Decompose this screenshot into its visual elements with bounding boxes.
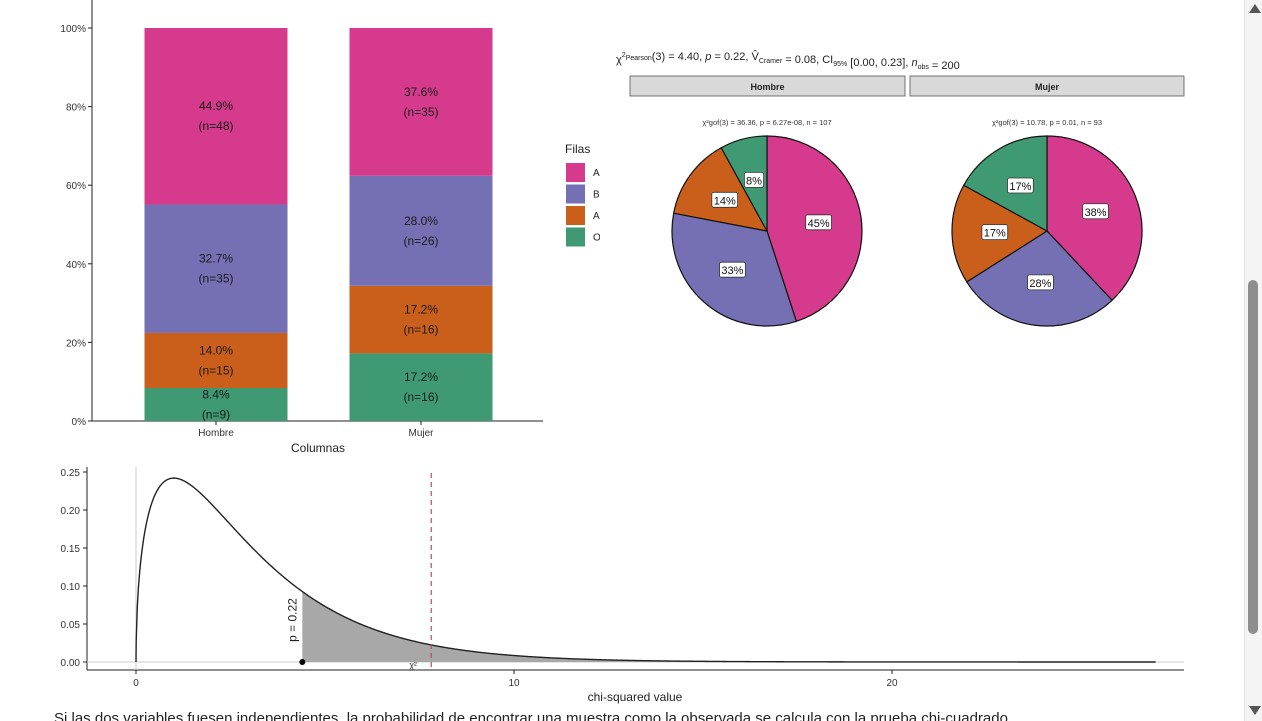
- scrollbar-thumb[interactable]: [1248, 280, 1258, 634]
- legend-title: Filas: [565, 142, 590, 156]
- critical-value-label: χ²: [409, 660, 417, 670]
- facet-label: Hombre: [750, 82, 784, 92]
- bar-segment: [349, 285, 493, 354]
- bar-segment: [349, 353, 493, 421]
- vertical-scrollbar[interactable]: [1244, 0, 1262, 721]
- data-count-label: (n=35): [198, 272, 233, 286]
- bar-segment: [144, 204, 288, 333]
- y-tick-label: 0.10: [61, 582, 81, 593]
- slice-label: 28%: [1029, 278, 1051, 290]
- data-label: 14.0%: [199, 343, 233, 357]
- slice-label-box: [711, 191, 739, 208]
- y-tick-label: 0.00: [61, 658, 81, 669]
- y-tick-label: 40%: [66, 260, 86, 271]
- x-tick-label: 10: [508, 678, 520, 689]
- data-label: 32.7%: [199, 252, 233, 266]
- y-tick-label: 60%: [66, 181, 86, 192]
- p-value-label: p = 0.22: [285, 598, 299, 642]
- legend-label: B: [593, 190, 600, 201]
- pie-charts: χ2Pearson(3) = 4.40, p = 0.22, V̂Cramer …: [616, 49, 1185, 327]
- x-tick-label: 20: [886, 678, 898, 689]
- data-count-label: (n=15): [198, 363, 233, 377]
- y-tick-label: 0.05: [61, 620, 81, 631]
- slice-label: 14%: [714, 195, 736, 207]
- density-curve: [135, 477, 1156, 663]
- pie-subtitle: χ²gof(3) = 10.78, p = 0.01, n = 93: [992, 118, 1102, 127]
- data-count-label: (n=16): [403, 323, 438, 337]
- legend-label: O: [593, 233, 600, 244]
- slice-label: 17%: [1009, 181, 1031, 193]
- y-tick-label: 0%: [72, 417, 87, 428]
- pie-title: χ2Pearson(3) = 4.40, p = 0.22, V̂Cramer …: [616, 49, 960, 72]
- p-value-area: [302, 591, 1157, 662]
- slice-label-box: [981, 224, 1009, 241]
- slice-label: 45%: [808, 218, 830, 230]
- data-label: 17.2%: [404, 370, 438, 384]
- data-label: 44.9%: [199, 99, 233, 113]
- bar-segment: [349, 28, 493, 176]
- explanation-text: Si las dos variables fuesen independient…: [54, 710, 1013, 721]
- pie-slice: [672, 146, 769, 232]
- y-tick-label: 80%: [66, 103, 86, 114]
- legend-swatch: [566, 163, 585, 182]
- slice-label-box: [744, 171, 765, 188]
- data-count-label: (n=48): [198, 119, 233, 133]
- scroll-up-arrow-icon[interactable]: [1249, 4, 1261, 13]
- slice-label-box: [1027, 274, 1054, 291]
- slice-label: 38%: [1085, 207, 1107, 219]
- stacked-bar-chart: 0% 20% 40% 60% 80% 100% 8.4% (n=9) 14.0% (n=15) 32…: [60, 0, 600, 455]
- data-count-label: (n=35): [403, 105, 438, 119]
- x-axis-title: Columnas: [291, 441, 345, 455]
- legend-label: A: [593, 168, 600, 179]
- y-tick-label: 0.15: [61, 544, 81, 555]
- pie-slice: [962, 135, 1048, 233]
- slice-label: 33%: [721, 265, 743, 277]
- y-tick-label: 0.25: [61, 468, 81, 479]
- x-tick-label: Hombre: [198, 428, 234, 439]
- x-axis-title: chi-squared value: [588, 690, 683, 704]
- y-tick-label: 100%: [60, 24, 86, 35]
- bar-segment: [144, 387, 288, 421]
- x-tick-label: 0: [133, 678, 139, 689]
- observed-stat-point: [299, 659, 306, 665]
- y-tick-label: 0.20: [61, 506, 81, 517]
- slice-label-box: [1082, 203, 1109, 220]
- facet-strip: [629, 75, 906, 97]
- slice-label-box: [805, 214, 832, 231]
- bar-segment: [144, 332, 288, 388]
- scroll-down-arrow-icon[interactable]: [1249, 706, 1261, 715]
- legend-swatch: [566, 184, 585, 204]
- bar-segment: [349, 175, 493, 286]
- data-count-label: (n=26): [403, 234, 438, 248]
- data-count-label: (n=16): [403, 390, 438, 404]
- y-tick-label: 20%: [66, 338, 86, 349]
- x-tick-label: Mujer: [408, 428, 434, 439]
- facet-label: Mujer: [1035, 82, 1060, 92]
- data-label: 17.2%: [404, 303, 438, 317]
- legend-swatch: [566, 206, 585, 225]
- slice-label-box: [1007, 177, 1034, 194]
- data-label: 28.0%: [404, 214, 438, 228]
- slice-label: 8%: [746, 175, 762, 187]
- legend-label: AB: [593, 211, 600, 222]
- data-label: 37.6%: [404, 85, 438, 99]
- bar-segment: [144, 28, 288, 205]
- data-label: 8.4%: [202, 387, 230, 401]
- slice-label-box: [719, 261, 746, 278]
- legend-swatch: [566, 227, 585, 247]
- pie-subtitle: χ²gof(3) = 36.36, p = 6.27e-08, n = 107: [702, 118, 831, 127]
- data-count-label: (n=9): [202, 407, 230, 421]
- slice-label: 17%: [984, 228, 1006, 240]
- facet-strip: [909, 75, 1185, 97]
